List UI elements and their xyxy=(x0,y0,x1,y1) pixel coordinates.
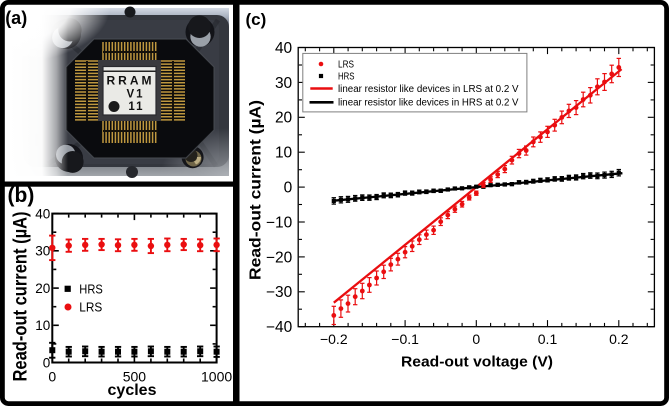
svg-text:linear resistor like devices i: linear resistor like devices in HRS at 0… xyxy=(338,97,519,108)
svg-text:−10: −10 xyxy=(266,214,293,231)
svg-text:40: 40 xyxy=(275,40,293,57)
svg-text:HRS: HRS xyxy=(338,72,355,83)
svg-text:30: 30 xyxy=(275,75,293,92)
svg-text:10: 10 xyxy=(275,145,293,162)
svg-text:HRS: HRS xyxy=(79,282,103,297)
svg-text:10: 10 xyxy=(35,318,50,333)
svg-text:40: 40 xyxy=(35,207,50,222)
svg-text:RRAM: RRAM xyxy=(107,73,155,87)
svg-text:Read-out voltage (V): Read-out voltage (V) xyxy=(401,353,553,370)
svg-text:(c): (c) xyxy=(246,10,267,29)
svg-text:0: 0 xyxy=(472,331,480,347)
svg-text:(a): (a) xyxy=(5,8,27,28)
svg-text:V1: V1 xyxy=(126,88,144,100)
svg-text:−40: −40 xyxy=(266,319,293,336)
svg-text:Read-out current (µA): Read-out current (µA) xyxy=(248,100,265,280)
svg-text:−30: −30 xyxy=(266,284,293,301)
svg-text:linear resistor like devices i: linear resistor like devices in LRS at 0… xyxy=(338,84,519,95)
svg-text:1000: 1000 xyxy=(201,369,232,385)
svg-text:500: 500 xyxy=(123,369,147,385)
svg-text:LRS: LRS xyxy=(79,300,102,315)
svg-text:LRS: LRS xyxy=(338,60,354,71)
svg-text:20: 20 xyxy=(275,110,293,127)
svg-text:0.1: 0.1 xyxy=(538,331,558,347)
svg-text:cycles: cycles xyxy=(108,382,157,399)
svg-text:0: 0 xyxy=(48,369,56,385)
svg-text:−0.2: −0.2 xyxy=(320,331,348,347)
svg-text:20: 20 xyxy=(35,281,50,296)
svg-text:−20: −20 xyxy=(266,249,293,266)
svg-text:30: 30 xyxy=(35,244,50,259)
svg-text:0.2: 0.2 xyxy=(609,331,629,347)
svg-text:0: 0 xyxy=(43,355,51,370)
svg-text:11: 11 xyxy=(128,101,144,113)
svg-text:(b): (b) xyxy=(8,184,35,207)
svg-text:Read-out current (µA): Read-out current (µA) xyxy=(10,212,32,382)
svg-text:0: 0 xyxy=(284,180,293,197)
svg-text:−0.1: −0.1 xyxy=(391,331,419,347)
